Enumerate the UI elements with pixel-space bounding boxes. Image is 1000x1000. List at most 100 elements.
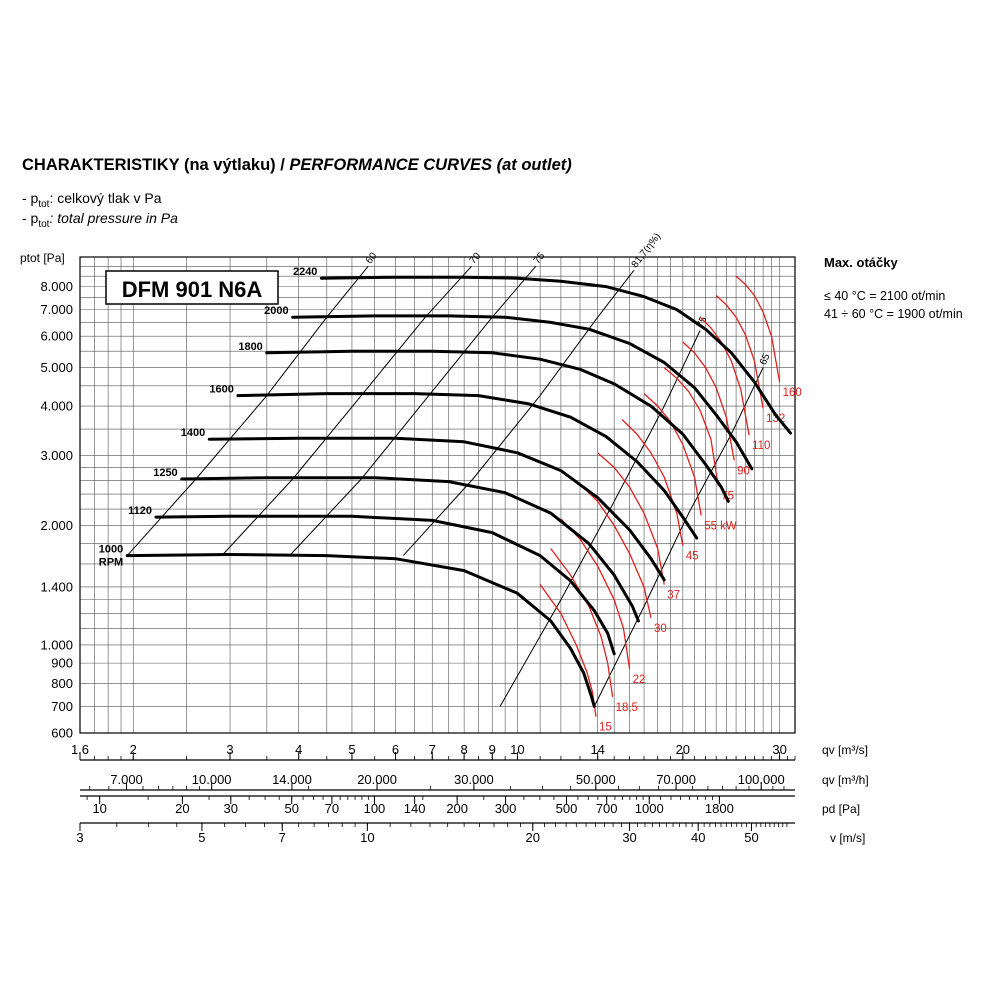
title-bold: CHARAKTERISTIKY (na výtlaku) / (22, 156, 285, 174)
y-tick-label: 1.000 (40, 637, 73, 652)
y-tick-label: 900 (51, 656, 73, 671)
x-tick-label: 1000 (635, 801, 664, 816)
x-tick-label: 2 (130, 742, 137, 757)
x-tick-label: 3 (76, 830, 83, 845)
legend-en-sub: tot (38, 218, 50, 230)
max-speed-line-1: ≤ 40 °C = 2100 ot/min (824, 289, 946, 303)
y-tick-label: 6.000 (40, 329, 73, 344)
x-tick-label: 1800 (705, 801, 734, 816)
power-label: 55 kW (704, 520, 737, 532)
x-tick-label: 8 (461, 742, 468, 757)
x-tick-label: 10 (92, 801, 106, 816)
legend-cz-sub: tot (38, 198, 50, 210)
x-tick-label: 20 (676, 742, 690, 757)
legend-en-text: : total pressure in Pa (49, 210, 178, 226)
model-title-box (105, 270, 279, 305)
x-tick-label: 3 (226, 742, 233, 757)
efficiency-label: 65 (758, 352, 773, 367)
x-tick-label: 100.000 (738, 772, 785, 787)
x-axis-label: qv [m³/h] (822, 773, 869, 787)
x-tick-label: 14.000 (272, 772, 312, 787)
x-tick-label: 30 (772, 742, 786, 757)
efficiency-label: 81,7(η%) (630, 231, 664, 270)
max-speed-title: Max. otáčky (824, 255, 898, 270)
x-tick-label: 300 (495, 801, 517, 816)
speed-label: 2240 (293, 266, 317, 278)
speed-curve (319, 275, 792, 435)
x-tick-label: 30.000 (454, 772, 494, 787)
power-curve (579, 483, 652, 619)
efficiency-line (499, 330, 701, 707)
y-tick-label: 7.000 (40, 302, 73, 317)
y-axis: 600 700 800 900 1.000 1.400 2.000 3.000 4.000 5.0… (20, 251, 73, 741)
x-axis-label: pd [Pa] (822, 802, 860, 816)
efficiency-line (289, 265, 537, 556)
y-tick-label: 8.000 (40, 279, 73, 294)
y-tick-label: 5.000 (40, 360, 73, 375)
legend-cz-text: : celkový tlak v Pa (49, 190, 162, 206)
speed-curve (154, 514, 616, 656)
power-curve (682, 341, 735, 461)
power-label: 15 (599, 722, 612, 734)
power-label: 110 (752, 440, 770, 452)
grid (79, 257, 795, 734)
power-label: 18,5 (616, 702, 638, 714)
power-curve (597, 452, 665, 585)
plot-frame (79, 256, 796, 734)
power-label: 22 (633, 674, 646, 686)
x-tick-label: 4 (295, 742, 302, 757)
x-tick-label: 5 (348, 742, 355, 757)
x-tick-label: 20 (526, 830, 540, 845)
x-axis-label: qv [m³/s] (822, 743, 868, 757)
power-label: 90 (737, 465, 750, 477)
speed-label: 2000 (264, 305, 288, 317)
power-curve (550, 548, 614, 697)
legend-english: - ptot: total pressure in Pa (22, 210, 178, 230)
x-tick-label: 9 (489, 742, 496, 757)
power-curve (560, 518, 631, 670)
power-curve (735, 275, 781, 383)
y-tick-label: 4.000 (40, 399, 73, 414)
efficiency-line (402, 269, 635, 556)
efficiency-label: 70 (468, 250, 484, 266)
efficiency-label: 60 (364, 250, 380, 266)
speed-curve (125, 553, 596, 708)
x-tick-label: 10.000 (192, 772, 232, 787)
legend-czech: - ptot: celkový tlak v Pa (22, 190, 162, 210)
x-tick-label: 70 (325, 801, 339, 816)
y-tick-label: 1.400 (40, 579, 73, 594)
x-axis-3: 10 20 30 50 70 100 140 200 300 500 700 1000 1800 pd [… (80, 795, 860, 816)
power-label: 45 (686, 551, 699, 563)
efficiency-line (221, 265, 472, 556)
power-curve (621, 419, 684, 546)
power-curve (539, 584, 597, 717)
x-tick-label: 140 (404, 801, 426, 816)
x-tick-label: 100 (364, 801, 386, 816)
x-tick-label: 700 (596, 801, 618, 816)
efficiency-line (593, 367, 764, 707)
x-tick-label: 50 (285, 801, 299, 816)
x-tick-label: 500 (556, 801, 578, 816)
speed-curve (265, 349, 730, 503)
x-axis-label: v [m/s] (830, 831, 865, 845)
legend-cz-prefix: - p (22, 190, 39, 206)
y-tick-label: 2.000 (40, 518, 73, 533)
speed-label: 1800 (238, 341, 262, 353)
power-curve (663, 367, 719, 486)
x-tick-label: 50 (744, 830, 758, 845)
x-tick-label: 30 (622, 830, 636, 845)
x-tick-label: 10 (360, 830, 374, 845)
x-tick-label: 50.000 (576, 772, 616, 787)
x-tick-label: 7 (429, 742, 436, 757)
speed-label: 1120 (128, 505, 152, 517)
page-title: CHARAKTERISTIKY (na výtlaku) / PERFORMAN… (22, 156, 572, 175)
y-tick-label: 600 (51, 726, 73, 741)
speed-curve (180, 476, 640, 623)
x-tick-label: 30 (224, 801, 238, 816)
x-tick-label: 6 (392, 742, 399, 757)
x-tick-label: 14 (590, 742, 604, 757)
speed-label: 1600 (209, 384, 233, 396)
y-tick-label: 3.000 (40, 448, 73, 463)
power-curve (699, 316, 750, 436)
